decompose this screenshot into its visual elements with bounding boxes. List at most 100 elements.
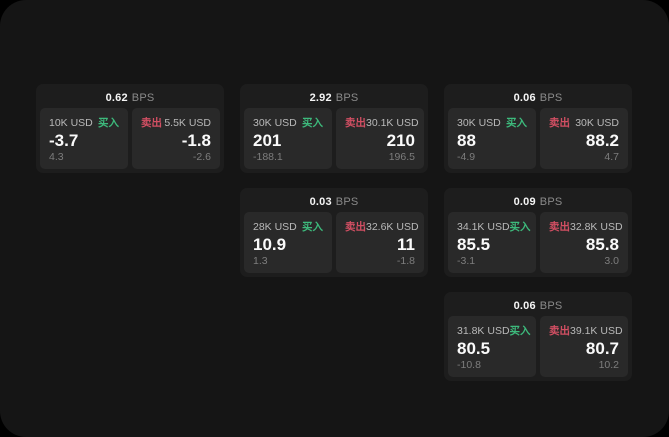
buy-amount: 34.1K USD bbox=[457, 220, 510, 233]
sell-sub-value: 3.0 bbox=[604, 255, 619, 267]
card-header: 2.92 BPS bbox=[244, 88, 424, 108]
buy-label: 买入 bbox=[302, 117, 323, 129]
sell-panel[interactable]: 卖出 32.6K USD 11 -1.8 bbox=[336, 212, 424, 273]
card-header: 0.06 BPS bbox=[448, 88, 628, 108]
buy-top-row: 30K USD 买入 bbox=[457, 115, 527, 130]
sell-panel[interactable]: 卖出 39.1K USD 80.7 10.2 bbox=[540, 316, 628, 377]
sell-sub-value: 4.7 bbox=[604, 151, 619, 163]
buy-label: 买入 bbox=[506, 117, 527, 129]
buy-top-row: 31.8K USD 买入 bbox=[457, 323, 531, 338]
sell-price: 85.8 bbox=[585, 235, 619, 254]
sell-top-row: 卖出 32.8K USD bbox=[549, 219, 623, 234]
sell-top-row: 卖出 5.5K USD bbox=[141, 115, 211, 130]
bps-value: 2.92 bbox=[309, 92, 332, 104]
bps-value: 0.62 bbox=[105, 92, 128, 104]
buy-panel[interactable]: 31.8K USD 买入 80.5 -10.8 bbox=[448, 316, 536, 377]
buy-sub-value: -3.1 bbox=[457, 255, 476, 267]
buy-sub-value: 1.3 bbox=[253, 255, 268, 267]
sell-price: 88.2 bbox=[585, 131, 619, 150]
buy-price: 10.9 bbox=[253, 235, 287, 254]
buy-amount: 30K USD bbox=[457, 116, 501, 129]
buy-top-row: 10K USD 买入 bbox=[49, 115, 119, 130]
buy-label: 买入 bbox=[302, 221, 323, 233]
quote-panels: 34.1K USD 买入 85.5 -3.1 卖出 32.8K USD 85.8… bbox=[448, 212, 628, 273]
buy-label: 买入 bbox=[98, 117, 119, 129]
buy-amount: 31.8K USD bbox=[457, 324, 510, 337]
quote-card-4: 0.03 BPS 28K USD 买入 10.9 1.3 卖出 32.6K US… bbox=[240, 188, 428, 277]
sell-panel[interactable]: 卖出 32.8K USD 85.8 3.0 bbox=[540, 212, 628, 273]
buy-label: 买入 bbox=[509, 221, 531, 233]
bps-unit-label: BPS bbox=[539, 92, 563, 104]
sell-amount: 30K USD bbox=[575, 116, 619, 129]
buy-label: 买入 bbox=[509, 325, 531, 337]
sell-label: 卖出 bbox=[345, 221, 366, 233]
quote-card-5: 0.09 BPS 34.1K USD 买入 85.5 -3.1 卖出 32.8K… bbox=[444, 188, 632, 277]
sell-top-row: 卖出 39.1K USD bbox=[549, 323, 623, 338]
bps-unit-label: BPS bbox=[539, 300, 563, 312]
quote-panels: 31.8K USD 买入 80.5 -10.8 卖出 39.1K USD 80.… bbox=[448, 316, 628, 377]
quote-card-6: 0.06 BPS 31.8K USD 买入 80.5 -10.8 卖出 39.1… bbox=[444, 292, 632, 381]
quote-panels: 30K USD 买入 88 -4.9 卖出 30K USD 88.2 4.7 bbox=[448, 108, 628, 169]
quote-panels: 10K USD 买入 -3.7 4.3 卖出 5.5K USD -1.8 -2.… bbox=[40, 108, 220, 169]
sell-panel[interactable]: 卖出 30.1K USD 210 196.5 bbox=[336, 108, 424, 169]
buy-amount: 28K USD bbox=[253, 220, 297, 233]
buy-panel[interactable]: 10K USD 买入 -3.7 4.3 bbox=[40, 108, 128, 169]
buy-price: 85.5 bbox=[457, 235, 491, 254]
quote-panels: 30K USD 买入 201 -188.1 卖出 30.1K USD 210 1… bbox=[244, 108, 424, 169]
sell-label: 卖出 bbox=[549, 117, 570, 129]
sell-amount: 39.1K USD bbox=[570, 324, 623, 337]
sell-sub-value: 10.2 bbox=[598, 359, 619, 371]
sell-price: 11 bbox=[397, 235, 415, 254]
buy-panel[interactable]: 28K USD 买入 10.9 1.3 bbox=[244, 212, 332, 273]
sell-price: 210 bbox=[386, 131, 415, 150]
sell-top-row: 卖出 32.6K USD bbox=[345, 219, 419, 234]
bps-unit-label: BPS bbox=[539, 196, 563, 208]
buy-top-row: 28K USD 买入 bbox=[253, 219, 323, 234]
buy-sub-value: -188.1 bbox=[253, 151, 283, 163]
quote-panels: 28K USD 买入 10.9 1.3 卖出 32.6K USD 11 -1.8 bbox=[244, 212, 424, 273]
buy-sub-value: 4.3 bbox=[49, 151, 64, 163]
buy-price: 88 bbox=[457, 131, 476, 150]
sell-amount: 32.8K USD bbox=[570, 220, 623, 233]
quote-card-1: 0.62 BPS 10K USD 买入 -3.7 4.3 卖出 5.5K USD… bbox=[36, 84, 224, 173]
sell-label: 卖出 bbox=[345, 117, 366, 129]
card-header: 0.09 BPS bbox=[448, 192, 628, 212]
buy-panel[interactable]: 30K USD 买入 201 -188.1 bbox=[244, 108, 332, 169]
sell-amount: 5.5K USD bbox=[164, 116, 211, 129]
buy-top-row: 30K USD 买入 bbox=[253, 115, 323, 130]
sell-panel[interactable]: 卖出 5.5K USD -1.8 -2.6 bbox=[132, 108, 220, 169]
quote-card-3: 0.06 BPS 30K USD 买入 88 -4.9 卖出 30K USD 8… bbox=[444, 84, 632, 173]
sell-top-row: 卖出 30.1K USD bbox=[345, 115, 419, 130]
buy-price: 201 bbox=[253, 131, 282, 150]
sell-sub-value: -1.8 bbox=[396, 255, 415, 267]
buy-price: 80.5 bbox=[457, 339, 491, 358]
card-header: 0.06 BPS bbox=[448, 296, 628, 316]
bps-value: 0.09 bbox=[513, 196, 536, 208]
sell-label: 卖出 bbox=[549, 221, 570, 233]
buy-amount: 30K USD bbox=[253, 116, 297, 129]
sell-amount: 30.1K USD bbox=[366, 116, 419, 129]
sell-panel[interactable]: 卖出 30K USD 88.2 4.7 bbox=[540, 108, 628, 169]
bps-unit-label: BPS bbox=[335, 196, 359, 208]
sell-amount: 32.6K USD bbox=[366, 220, 419, 233]
bps-unit-label: BPS bbox=[335, 92, 359, 104]
buy-price: -3.7 bbox=[49, 131, 79, 150]
sell-price: 80.7 bbox=[585, 339, 619, 358]
card-header: 0.62 BPS bbox=[40, 88, 220, 108]
bps-value: 0.06 bbox=[513, 92, 536, 104]
buy-panel[interactable]: 34.1K USD 买入 85.5 -3.1 bbox=[448, 212, 536, 273]
quote-card-2: 2.92 BPS 30K USD 买入 201 -188.1 卖出 30.1K … bbox=[240, 84, 428, 173]
buy-panel[interactable]: 30K USD 买入 88 -4.9 bbox=[448, 108, 536, 169]
buy-sub-value: -4.9 bbox=[457, 151, 476, 163]
sell-label: 卖出 bbox=[141, 117, 162, 129]
buy-top-row: 34.1K USD 买入 bbox=[457, 219, 531, 234]
sell-sub-value: 196.5 bbox=[388, 151, 415, 163]
sell-price: -1.8 bbox=[181, 131, 211, 150]
bps-value: 0.06 bbox=[513, 300, 536, 312]
sell-label: 卖出 bbox=[549, 325, 570, 337]
card-header: 0.03 BPS bbox=[244, 192, 424, 212]
buy-sub-value: -10.8 bbox=[457, 359, 481, 371]
bps-unit-label: BPS bbox=[131, 92, 155, 104]
buy-amount: 10K USD bbox=[49, 116, 93, 129]
